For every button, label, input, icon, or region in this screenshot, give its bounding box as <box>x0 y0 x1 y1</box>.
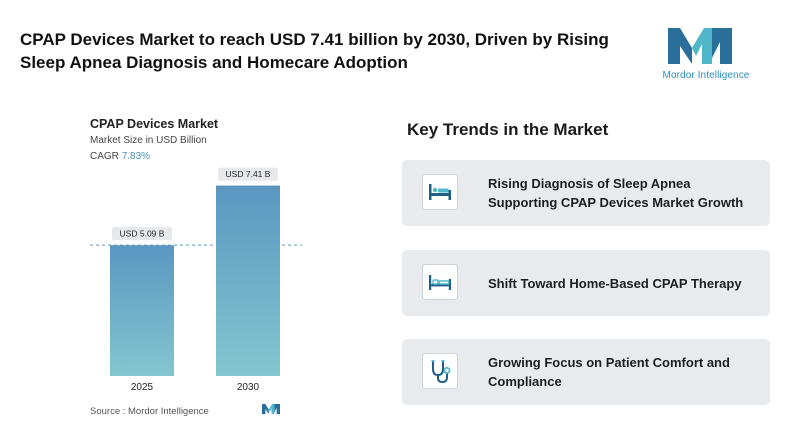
trend-label: Shift Toward Home-Based CPAP Therapy <box>488 275 742 291</box>
trend-icon-frame <box>422 174 458 210</box>
home-bed-icon <box>429 275 451 290</box>
data-label-bg-2025 <box>112 227 172 241</box>
trend-label: Rising Diagnosis of Sleep Apnea Supporti… <box>488 176 744 210</box>
trend-card-home-therapy: Shift Toward Home-Based CPAP Therapy <box>402 250 770 316</box>
cagr-label: CAGR <box>90 151 119 162</box>
bar-2030 <box>216 185 280 376</box>
cagr-value: 7.83% <box>121 151 151 162</box>
mordor-intelligence-logo: Mordor Intelligence <box>656 28 756 84</box>
hospital-bed-icon <box>429 184 451 200</box>
trend-icon-frame <box>422 353 458 389</box>
brand-name: Mordor Intelligence <box>662 70 750 81</box>
bar-chart: USD 5.09 B 2025 USD 7.41 B 2030 <box>90 167 302 393</box>
page-headline: CPAP Devices Market to reach USD 7.41 bi… <box>20 30 609 72</box>
chart-cagr: CAGR 7.83% <box>90 151 150 162</box>
tick-label-2025: 2025 <box>131 382 154 393</box>
data-label-2025: USD 5.09 B <box>120 229 165 239</box>
trend-card-diagnosis: Rising Diagnosis of Sleep Apnea Supporti… <box>402 160 770 226</box>
source-logo-icon <box>262 403 280 415</box>
data-label-2030: USD 7.41 B <box>226 169 271 179</box>
trend-card-comfort: Growing Focus on Patient Comfort and Com… <box>402 339 770 405</box>
chart-marks: USD 5.09 B 2025 USD 7.41 B 2030 <box>90 167 302 393</box>
trend-label: Growing Focus on Patient Comfort and Com… <box>488 355 730 389</box>
chart-source: Source : Mordor Intelligence <box>90 406 209 417</box>
bar-2025 <box>110 245 174 376</box>
stethoscope-icon <box>431 360 451 384</box>
chart-title: CPAP Devices Market <box>90 117 219 131</box>
data-label-bg-2030 <box>218 167 278 181</box>
trend-icon-frame <box>422 264 458 300</box>
tick-label-2030: 2030 <box>237 382 260 393</box>
trends-title: Key Trends in the Market <box>407 120 609 139</box>
chart-subtitle: Market Size in USD Billion <box>90 135 207 146</box>
logo-mark-icon <box>668 28 732 64</box>
